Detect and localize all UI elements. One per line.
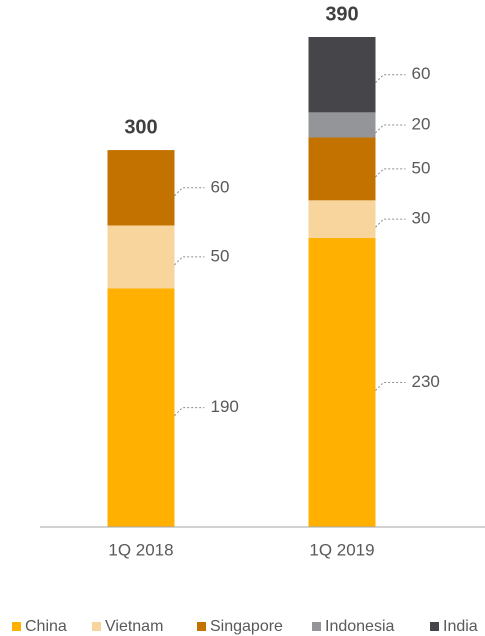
leader-line [375,218,406,228]
x-tick-label: 1Q 2019 [309,540,374,559]
legend-label: India [443,618,478,635]
leader-line [375,168,406,178]
legend-swatch [197,622,206,631]
bar-segment [107,225,175,289]
data-label: 20 [412,114,431,133]
data-label: 50 [211,246,230,265]
leader-line [174,256,205,266]
data-label: 60 [412,64,431,83]
bar-segment [308,112,376,138]
legend-swatch [92,622,101,631]
bar-segment [308,37,376,113]
legend-label: China [25,618,67,635]
bar-segment [308,238,376,527]
bar-segment [107,288,175,527]
leader-line [375,124,406,134]
bar-segment [308,200,376,239]
legend-swatch [430,622,439,631]
data-label: 230 [412,372,440,391]
bar-segment [107,150,175,226]
data-label: 30 [412,209,431,228]
total-label: 390 [325,3,358,25]
legend-swatch [312,622,321,631]
total-label: 300 [124,116,157,138]
bar-segment [308,137,376,201]
legend-label: Vietnam [105,618,163,635]
leader-line [375,74,406,84]
leader-line [375,382,406,391]
leader-line [174,407,205,416]
legend-label: Singapore [210,618,283,635]
legend-swatch [12,622,21,631]
x-tick-label: 1Q 2018 [108,540,173,559]
leader-line [174,187,205,197]
data-label: 50 [412,158,431,177]
data-label: 190 [211,397,239,416]
data-label: 60 [211,177,230,196]
legend-label: Indonesia [325,618,394,635]
